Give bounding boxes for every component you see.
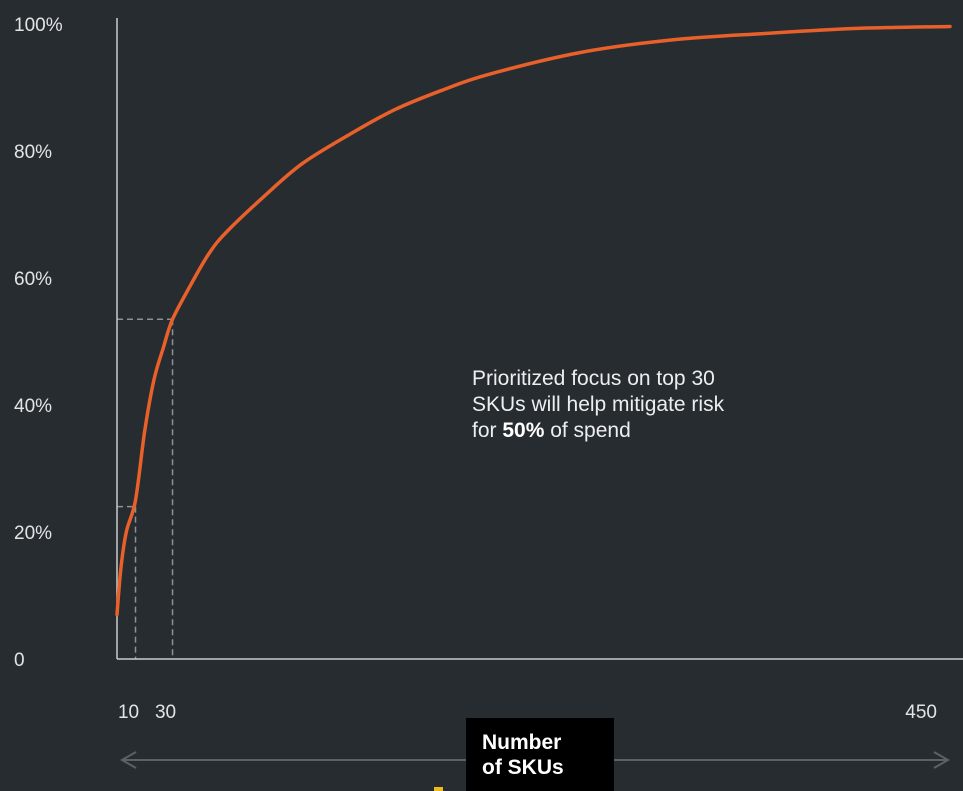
x-tick-label: 10 xyxy=(118,702,139,723)
annotation-line-2: SKUs will help mitigate risk xyxy=(472,393,725,416)
y-tick-label: 40% xyxy=(14,396,52,417)
x-axis-title-line-1: Number xyxy=(482,731,562,754)
annotation-prefix: for xyxy=(472,419,503,442)
y-tick-label: 100% xyxy=(14,15,63,36)
annotation-line-1: Prioritized focus on top 30 xyxy=(472,367,715,390)
x-axis-ticks: 10 30 450 xyxy=(118,702,937,723)
y-tick-label: 0 xyxy=(14,650,25,671)
x-tick-label: 30 xyxy=(155,702,176,723)
annotation-suffix: of spend xyxy=(544,419,631,442)
annotation-highlight: 50% xyxy=(502,419,545,442)
x-axis-title: Number of SKUs xyxy=(466,718,614,791)
y-tick-label: 20% xyxy=(14,523,52,544)
x-axis-title-line-2: of SKUs xyxy=(482,756,564,779)
x-tick-label: 450 xyxy=(905,702,937,723)
chart-annotation: Prioritized focus on top 30 SKUs will he… xyxy=(472,366,832,444)
reference-lines xyxy=(117,318,174,659)
y-tick-label: 80% xyxy=(14,142,52,163)
y-axis-ticks: 0 20% 40% 60% 80% 100% xyxy=(14,15,63,671)
cumulative-spend-line xyxy=(115,24,952,617)
y-tick-label: 60% xyxy=(14,269,52,290)
annotation-line-3: for 50% of spend xyxy=(472,418,832,444)
highlight-marker xyxy=(434,787,443,791)
